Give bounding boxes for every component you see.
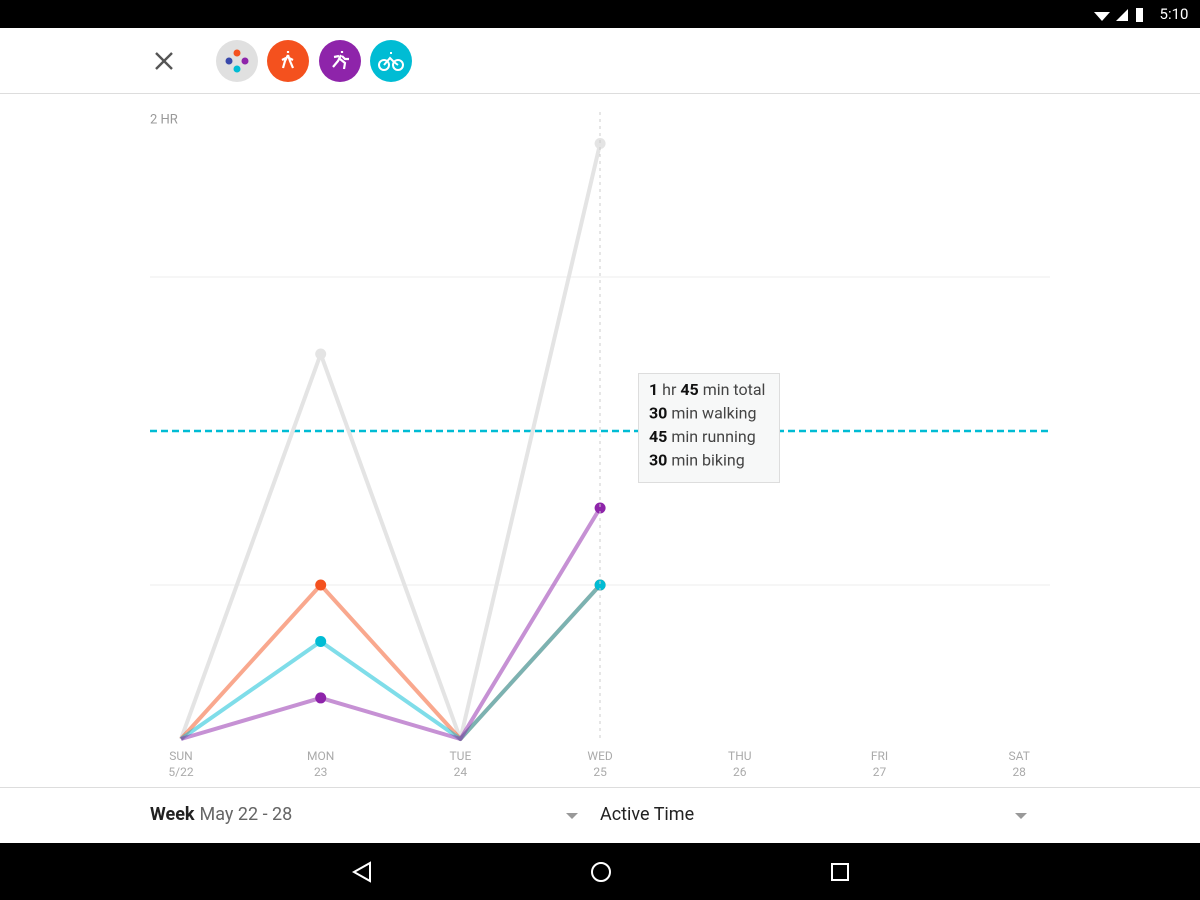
period-value: May 22 - 28: [200, 804, 293, 825]
x-tick-label: TUE: [450, 749, 472, 763]
series-line: [180, 506, 602, 741]
x-tick-label: WED: [587, 749, 612, 763]
nav-bar: [0, 843, 1200, 900]
tooltip-part: 45: [680, 380, 698, 399]
home-button[interactable]: [591, 862, 611, 882]
back-button[interactable]: [351, 861, 371, 883]
data-point: [315, 692, 327, 704]
metric-label: Active Time: [600, 804, 694, 825]
series-line: [179, 143, 603, 741]
recents-button[interactable]: [831, 863, 849, 881]
filter-running[interactable]: [319, 40, 361, 82]
battery-icon: [1136, 8, 1143, 22]
close-button[interactable]: [155, 52, 173, 70]
x-tick-date: 23: [314, 765, 328, 779]
x-tick-date: 26: [733, 765, 747, 779]
series-line: [179, 583, 602, 741]
tooltip-line: 30 min biking: [649, 451, 745, 470]
tooltip-part: min walking: [667, 404, 756, 423]
tooltip-part: 30: [649, 404, 667, 423]
x-tick-date: 28: [1012, 765, 1026, 779]
data-point: [315, 579, 327, 591]
status-bar: [0, 0, 1200, 28]
filter-biking[interactable]: [370, 40, 412, 82]
metric-dropdown[interactable]: Active Time: [600, 804, 1027, 825]
data-point: [594, 579, 606, 591]
tooltip-part: hr: [658, 380, 680, 399]
tooltip-part: min total: [699, 380, 766, 399]
tooltip-line: 30 min walking: [649, 404, 757, 423]
x-tick-label: SAT: [1009, 749, 1030, 763]
filter-all[interactable]: [216, 40, 258, 82]
tooltip-line: 45 min running: [649, 427, 756, 446]
period-label: Week: [150, 804, 195, 825]
x-tick-label: MON: [307, 749, 334, 763]
tooltip-part: 30: [649, 451, 667, 470]
x-tick-label: SUN: [169, 749, 192, 763]
chart: 2 HR SUN 5/22 MON 23 TUE 24 WED 25 THU 26 FRI 27 SAT 2…: [150, 112, 1050, 779]
x-tick-date: 5/22: [168, 765, 193, 779]
data-point: [315, 635, 327, 647]
data-point: [594, 138, 606, 150]
tooltip-line: 1 hr 45 min total: [649, 380, 765, 399]
x-tick-date: 24: [454, 765, 468, 779]
period-dropdown[interactable]: Week May 22 - 28: [150, 804, 578, 825]
signal-icon: [1116, 9, 1128, 21]
data-point: [315, 348, 327, 360]
y-tick-label: 2 HR: [150, 112, 178, 127]
tooltip-part: min biking: [667, 451, 744, 470]
tooltip-part: min running: [667, 427, 755, 446]
x-tick-label: THU: [728, 749, 752, 763]
x-tick-date: 27: [873, 765, 887, 779]
clock: 5:10: [1160, 5, 1189, 23]
filter-walking[interactable]: [267, 40, 309, 82]
tooltip-part: 1: [649, 380, 658, 399]
tooltip-part: 45: [649, 427, 667, 446]
x-tick-label: FRI: [871, 749, 888, 763]
wifi-icon: [1094, 12, 1110, 21]
x-tick-date: 25: [593, 765, 607, 779]
data-point: [594, 502, 606, 514]
